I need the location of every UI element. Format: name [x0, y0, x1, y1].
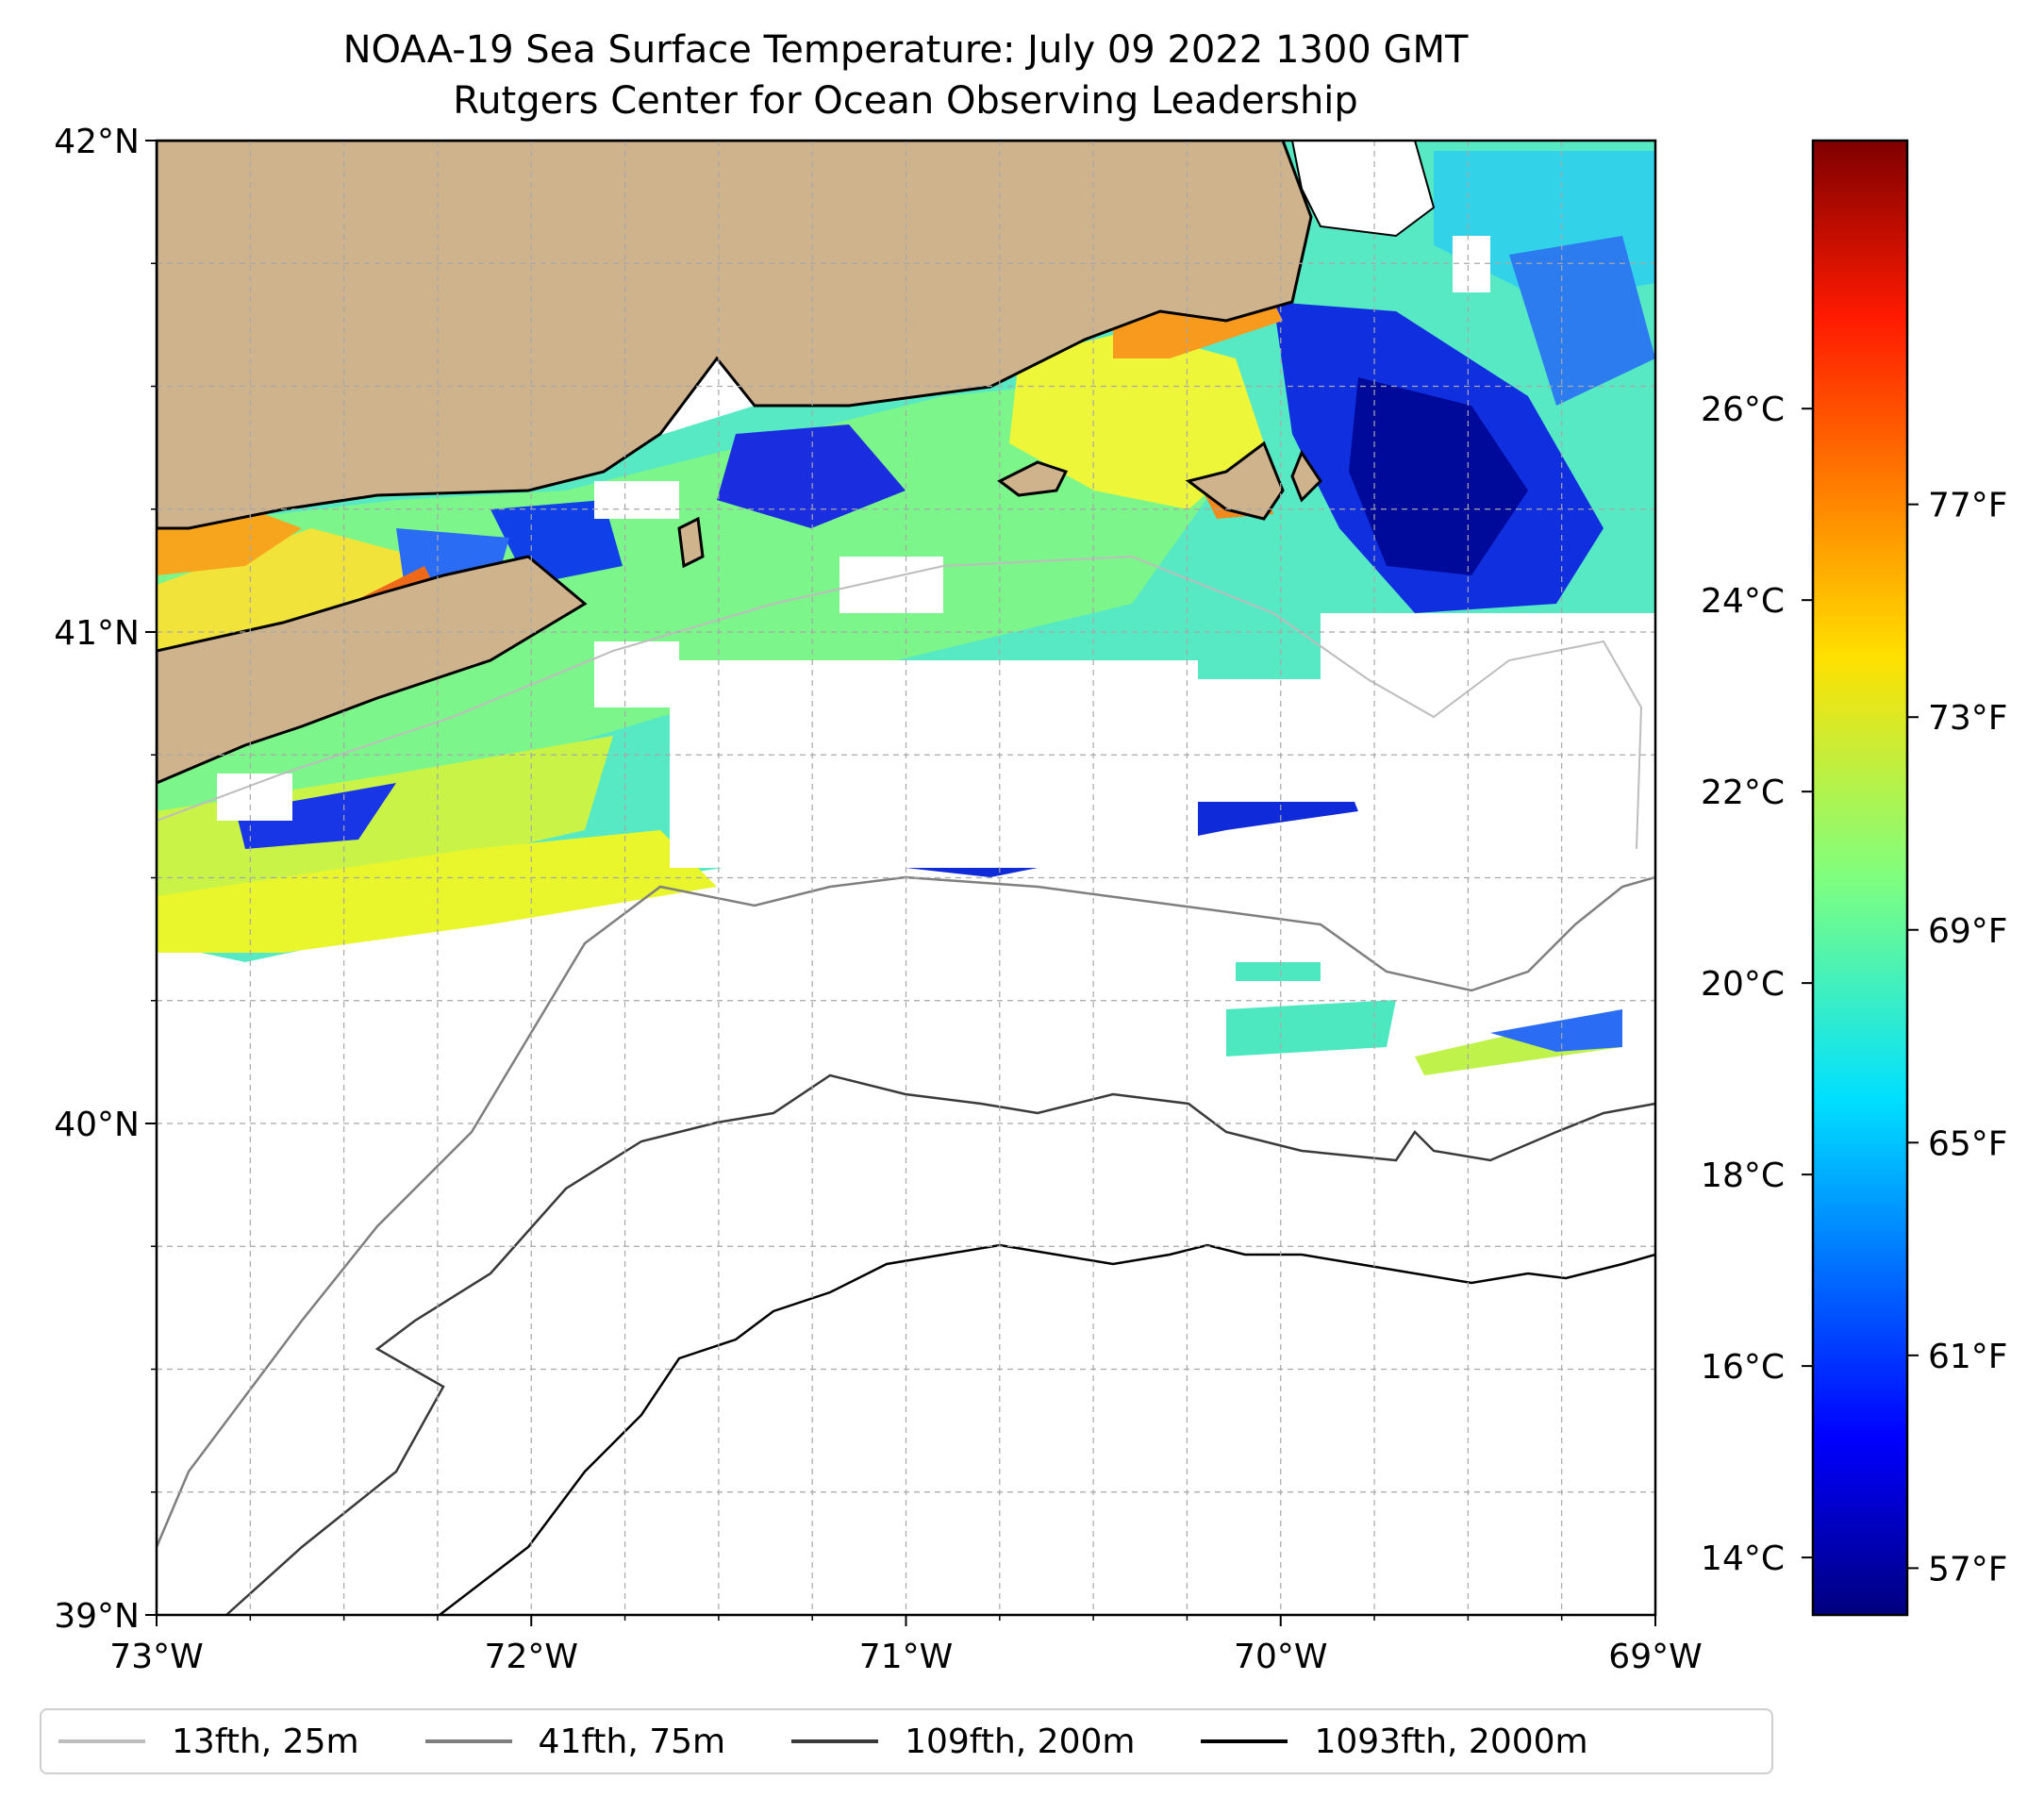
contour-75m	[157, 875, 1655, 1548]
lat-tick-label: 41°N	[54, 614, 140, 653]
lat-tick-label: 39°N	[54, 1597, 140, 1636]
lat-tick-label: 40°N	[54, 1106, 140, 1144]
fahrenheit-tick-label: 69°F	[1928, 912, 2008, 951]
legend-line-swatch	[58, 1739, 145, 1743]
legend-entry: 109fth, 200m	[791, 1722, 1135, 1761]
gridlines	[157, 141, 1655, 1615]
legend-entry: 13fth, 25m	[58, 1722, 359, 1761]
legend-entry: 41fth, 75m	[424, 1722, 726, 1761]
celsius-tick-label: 20°C	[1701, 965, 1785, 1004]
fahrenheit-tick-label: 77°F	[1928, 487, 2008, 525]
lon-tick-label: 70°W	[1234, 1638, 1327, 1676]
fahrenheit-tick-label: 65°F	[1928, 1124, 2008, 1163]
bathymetry-legend: 13fth, 25m 41fth, 75m 109fth, 200m 1093fth,…	[40, 1708, 1773, 1774]
legend-label: 109fth, 200m	[905, 1722, 1136, 1761]
legend-line-swatch	[1201, 1739, 1288, 1743]
colorbar-gradient	[1811, 139, 1909, 1617]
map-subtitle: Rutgers Center for Ocean Observing Leade…	[453, 79, 1358, 123]
celsius-tick-label: 14°C	[1701, 1539, 1785, 1578]
legend-line-swatch	[424, 1739, 512, 1743]
lon-tick-label: 71°W	[859, 1638, 953, 1676]
map-axes: 73°W 72°W 71°W 70°W 69°W 42°N 41°N 40°N 39°N	[54, 123, 1702, 1676]
lon-tick-label: 73°W	[109, 1638, 203, 1676]
fahrenheit-tick-label: 57°F	[1928, 1550, 2008, 1589]
legend-label: 13fth, 25m	[172, 1722, 359, 1761]
celsius-tick-label: 16°C	[1701, 1348, 1785, 1387]
lon-tick-label: 72°W	[485, 1638, 578, 1676]
legend-label: 1093fth, 2000m	[1314, 1722, 1588, 1761]
map-title: NOAA-19 Sea Surface Temperature: July 09…	[342, 28, 1469, 72]
legend-line-swatch	[791, 1739, 879, 1743]
lon-tick-label: 69°W	[1608, 1638, 1702, 1676]
celsius-tick-label: 22°C	[1701, 774, 1785, 812]
contour-25m	[157, 555, 1643, 850]
legend-entry: 1093fth, 2000m	[1201, 1722, 1588, 1761]
celsius-tick-label: 18°C	[1701, 1156, 1785, 1195]
fahrenheit-tick-label: 61°F	[1928, 1338, 2008, 1376]
fahrenheit-tick-label: 73°F	[1928, 699, 2008, 738]
celsius-tick-label: 26°C	[1701, 391, 1785, 429]
contour-200m	[225, 1073, 1655, 1615]
colorbar: 26°C 24°C 22°C 20°C 18°C 16°C 14°C 77°F 73°F 69°F…	[1701, 139, 2008, 1617]
celsius-tick-label: 24°C	[1701, 582, 1785, 621]
bathymetry-contours	[157, 555, 1655, 1615]
legend-label: 41fth, 75m	[538, 1722, 726, 1761]
lat-tick-label: 42°N	[54, 123, 140, 161]
land-masses	[157, 141, 1436, 785]
contour-2000m	[439, 1243, 1655, 1615]
